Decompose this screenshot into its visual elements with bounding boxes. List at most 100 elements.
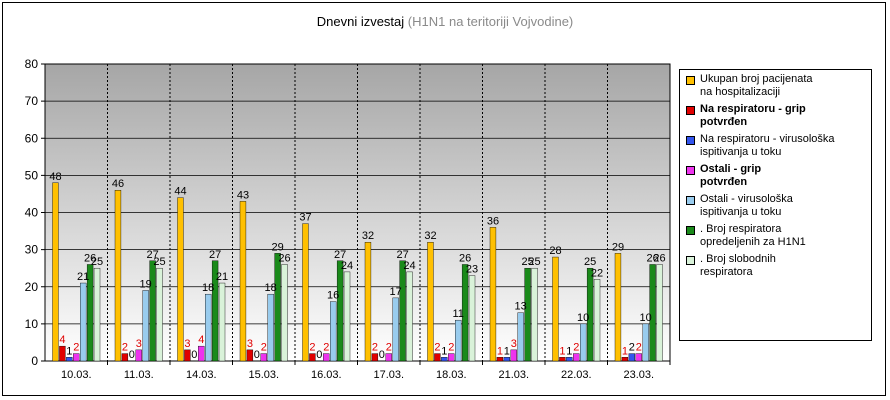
bar — [239, 201, 247, 362]
data-label: 26 — [84, 252, 96, 264]
x-tick-label: 23.03. — [623, 369, 654, 381]
bar — [52, 182, 59, 362]
data-label: 1 — [559, 345, 565, 357]
data-label: 1 — [504, 345, 510, 357]
x-tick-label: 21.03. — [498, 369, 529, 381]
legend-item: Ukupan broj pacijenata na hospitalizacij… — [684, 73, 867, 99]
bar — [211, 260, 219, 362]
bar — [260, 353, 267, 362]
data-label: 1 — [497, 345, 503, 357]
bar — [642, 323, 649, 362]
chart-title: Dnevni izvestaj (H1N1 na teritoriji Vojv… — [0, 14, 890, 29]
legend-swatch — [686, 76, 695, 85]
legend-swatch — [686, 106, 695, 115]
data-label: 26 — [646, 252, 658, 264]
bar — [302, 223, 309, 362]
bar — [399, 260, 406, 362]
bar — [510, 349, 517, 362]
bar — [114, 190, 122, 362]
data-label: 27 — [209, 249, 221, 261]
y-tick-label: 20 — [25, 280, 39, 294]
data-label: 3 — [136, 338, 142, 350]
legend-label: Ukupan broj pacijenata na hospitalizacij… — [700, 73, 813, 98]
bar — [406, 271, 413, 362]
bar — [177, 197, 184, 362]
data-label: 4 — [198, 334, 204, 346]
data-label: 2 — [261, 342, 267, 354]
x-tick-label: 16.03. — [311, 369, 342, 381]
data-label: 29 — [271, 241, 283, 253]
bar — [531, 267, 538, 362]
y-tick-label: 0 — [31, 354, 38, 368]
bar — [427, 241, 434, 362]
bar — [371, 353, 379, 362]
bar — [330, 301, 337, 362]
data-label: 21 — [77, 271, 89, 283]
data-label: 0 — [129, 349, 135, 361]
bar — [524, 267, 531, 362]
data-label: 3 — [247, 338, 253, 350]
bar — [552, 256, 559, 362]
bar — [441, 357, 448, 362]
legend-label: . Broj slobodnih respiratora — [700, 253, 776, 278]
bar — [503, 357, 510, 362]
legend-swatch — [686, 166, 695, 175]
legend-item: . Broj slobodnih respiratora — [684, 253, 867, 279]
bar — [392, 297, 399, 362]
data-label: 23 — [466, 264, 478, 276]
chart-title-main: Dnevni izvestaj — [316, 14, 405, 29]
gridlines — [45, 100, 670, 325]
bar — [656, 264, 663, 362]
data-label: 2 — [372, 342, 378, 354]
data-label: 24 — [403, 260, 415, 272]
data-label: 32 — [424, 230, 436, 242]
data-label: 27 — [396, 249, 408, 261]
data-label: 2 — [73, 342, 79, 354]
bars — [52, 182, 663, 362]
bar — [184, 349, 191, 362]
data-label: 3 — [511, 338, 517, 350]
bar — [336, 260, 344, 362]
chart-title-sub: (H1N1 na teritoriji Vojvodine) — [407, 14, 574, 29]
data-label: 2 — [386, 342, 392, 354]
data-label: 18 — [265, 282, 277, 294]
data-label: 32 — [362, 230, 374, 242]
data-label: 11 — [452, 308, 463, 320]
legend-swatch — [686, 196, 695, 205]
data-label: 0 — [379, 349, 385, 361]
data-label: 0 — [254, 349, 260, 361]
y-axis: 0 10 20 30 40 50 60 70 80 — [25, 57, 45, 368]
x-tick-label: 10.03. — [61, 369, 92, 381]
bar — [73, 353, 80, 362]
legend: Ukupan broj pacijenata na hospitalizacij… — [679, 69, 872, 341]
bar — [246, 349, 254, 362]
data-label: 26 — [653, 252, 665, 264]
legend-item: Ostali - grip potvrđen — [684, 163, 867, 189]
bar — [121, 353, 129, 362]
x-tick-label: 11.03. — [124, 369, 154, 381]
bar — [205, 293, 212, 362]
bar — [517, 312, 524, 362]
y-tick-label: 30 — [25, 243, 39, 257]
legend-label: Ostali - virusološka ispitivanja u toku — [700, 193, 793, 218]
bar — [621, 357, 629, 362]
data-label: 0 — [316, 349, 322, 361]
legend-swatch — [686, 256, 695, 265]
data-label: 2 — [573, 342, 579, 354]
bar — [586, 267, 594, 362]
data-label: 22 — [591, 267, 603, 279]
category-separators — [107, 64, 608, 361]
y-tick-label: 70 — [25, 94, 39, 108]
bar — [198, 345, 205, 362]
data-label: 27 — [146, 249, 158, 261]
y-tick-label: 60 — [25, 131, 39, 145]
bar — [580, 323, 587, 362]
legend-label: Na respiratoru - grip potvrđen — [700, 103, 806, 128]
bar — [66, 357, 73, 362]
x-tick-label: 22.03. — [561, 369, 592, 381]
y-tick-label: 10 — [25, 317, 39, 331]
data-label: 2 — [122, 342, 128, 354]
legend-swatch — [686, 136, 695, 145]
